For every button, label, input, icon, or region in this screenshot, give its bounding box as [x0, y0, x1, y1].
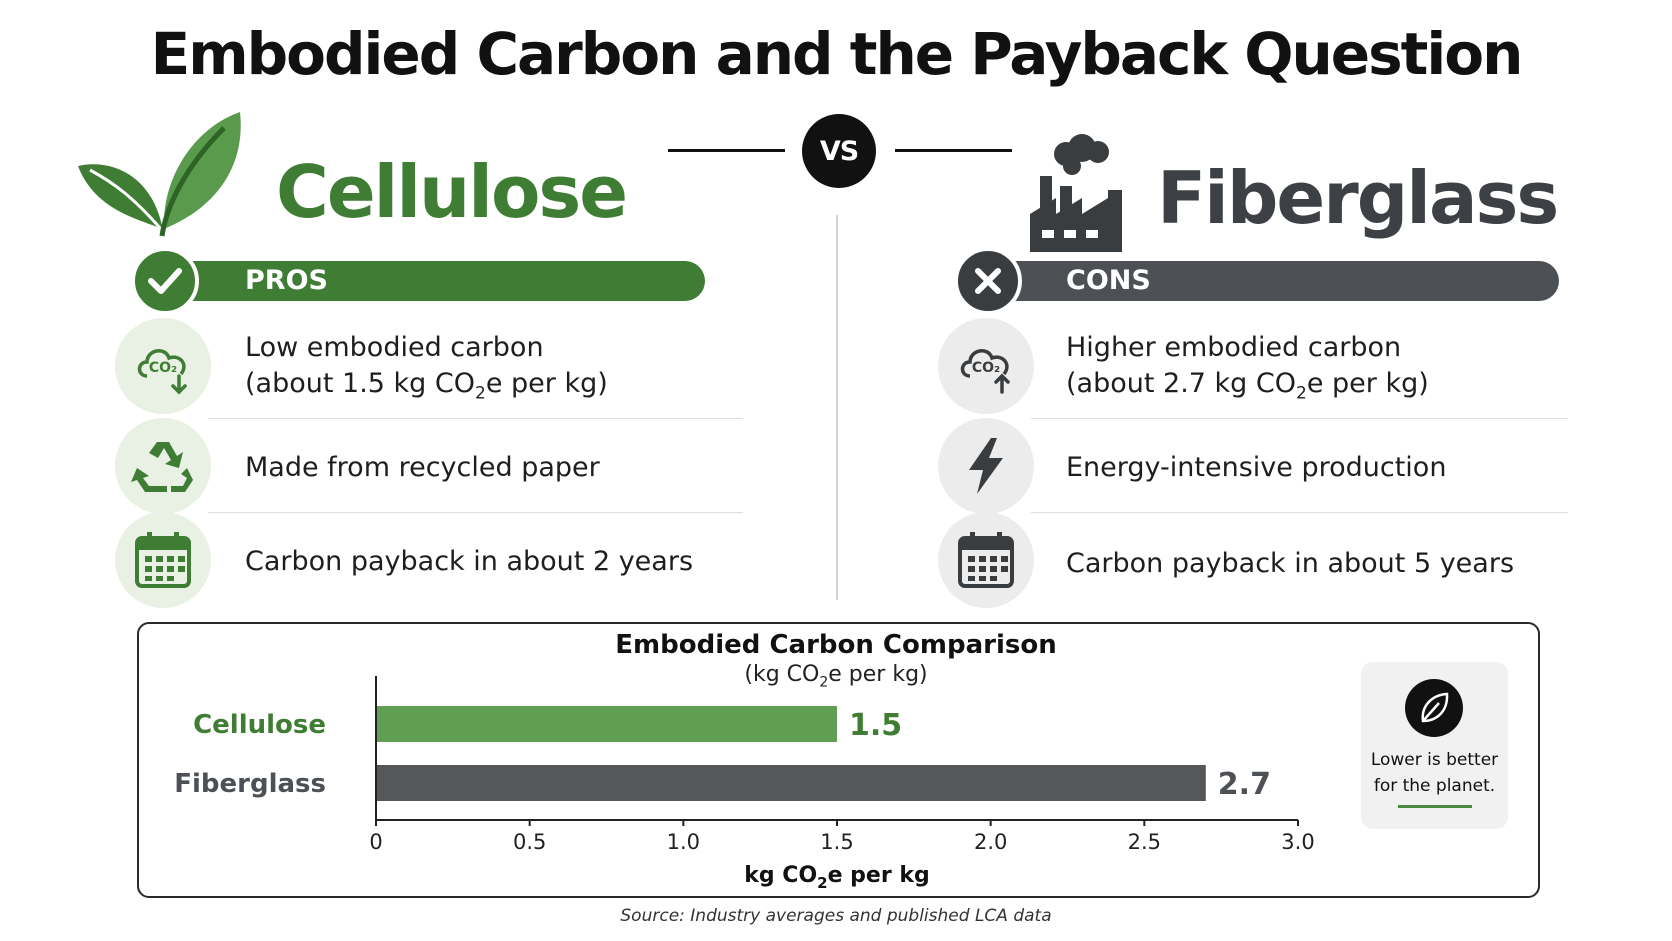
note-card: Lower is better for the planet. — [1361, 662, 1508, 829]
calendar-icon — [115, 512, 211, 608]
note-text: Lower is better for the planet. — [1361, 747, 1508, 799]
bar-fiberglass — [377, 765, 1206, 801]
category-label: Fiberglass — [174, 769, 326, 799]
column-divider — [836, 215, 838, 600]
check-icon — [131, 247, 199, 315]
row-separator — [208, 418, 743, 419]
leaf-icon — [74, 108, 244, 242]
cons-label: CONS — [1066, 265, 1151, 296]
data-label: 2.7 — [1218, 767, 1271, 802]
right-row-1-line2: (about 2.7 kg CO2e per kg) — [1066, 366, 1429, 411]
lightning-icon — [938, 418, 1034, 514]
note-line1: Lower is better — [1370, 750, 1499, 770]
right-row-3-text: Carbon payback in about 5 years — [1066, 548, 1515, 579]
pros-label: PROS — [245, 265, 328, 296]
chart-subtitle-sub: 2 — [819, 674, 829, 691]
vs-line-left — [668, 149, 785, 152]
right-row-1-sub: 2 — [1296, 383, 1307, 404]
x-icon — [954, 247, 1022, 315]
left-row-1-prefix: (about 1.5 kg CO — [245, 368, 476, 399]
row-separator — [1031, 418, 1568, 419]
note-line2: for the planet. — [1373, 776, 1496, 796]
x-tick-label: 1.5 — [820, 830, 853, 854]
recycle-icon — [115, 418, 211, 514]
right-row-1-prefix: (about 2.7 kg CO — [1066, 368, 1297, 399]
calendar-icon — [938, 512, 1034, 608]
source-note: Source: Industry averages and published … — [620, 906, 1052, 926]
x-tick-label: 3.0 — [1281, 830, 1314, 854]
chart-subtitle-suffix: e per kg) — [828, 662, 928, 687]
left-row-1-text: Low embodied carbon (about 1.5 kg CO2e p… — [245, 330, 608, 411]
right-row-1-text: Higher embodied carbon (about 2.7 kg CO2… — [1066, 330, 1429, 411]
left-row-1-line2: (about 1.5 kg CO2e per kg) — [245, 366, 608, 411]
x-tick-label: 0 — [369, 830, 382, 854]
svg-text:CO₂: CO₂ — [972, 360, 1000, 376]
x-axis-label: kg CO2e per kg — [744, 863, 929, 892]
row-separator — [208, 512, 743, 513]
x-tick-label: 1.0 — [667, 830, 700, 854]
bar-cellulose — [377, 706, 837, 742]
data-label: 1.5 — [849, 708, 902, 743]
left-row-1-suffix: e per kg) — [485, 368, 608, 399]
fiberglass-heading: Fiberglass — [1157, 156, 1559, 240]
leaf-icon — [1405, 679, 1463, 737]
row-separator — [1031, 512, 1568, 513]
x-tick-label: 2.0 — [974, 830, 1007, 854]
page-title: Embodied Carbon and the Payback Question — [150, 20, 1524, 88]
category-label: Cellulose — [193, 710, 326, 740]
right-row-1-suffix: e per kg) — [1306, 368, 1429, 399]
x-tick-label: 2.5 — [1128, 830, 1161, 854]
chart-title: Embodied Carbon Comparison — [615, 630, 1057, 660]
co2-down-icon: CO₂ — [115, 318, 211, 414]
vs-badge: VS — [802, 114, 876, 188]
x-tick-label: 0.5 — [513, 830, 546, 854]
chart-subtitle-prefix: (kg CO — [744, 662, 820, 687]
cons-band: CONS — [1010, 261, 1559, 301]
cellulose-heading: Cellulose — [276, 150, 628, 234]
co2-up-icon: CO₂ — [938, 318, 1034, 414]
left-row-2-text: Made from recycled paper — [245, 452, 600, 483]
chart-subtitle: (kg CO2e per kg) — [0, 662, 1672, 690]
right-row-1-line1: Higher embodied carbon — [1066, 332, 1402, 363]
left-row-1-line1: Low embodied carbon — [245, 332, 544, 363]
right-row-2-text: Energy-intensive production — [1066, 452, 1447, 483]
svg-text:CO₂: CO₂ — [149, 360, 177, 376]
note-underline — [1398, 805, 1472, 808]
left-row-3-text: Carbon payback in about 2 years — [245, 546, 694, 577]
pros-band: PROS — [170, 261, 705, 301]
left-row-1-sub: 2 — [475, 383, 486, 404]
chart-panel — [137, 622, 1540, 898]
vs-line-right — [895, 149, 1012, 152]
factory-icon — [1026, 134, 1130, 256]
